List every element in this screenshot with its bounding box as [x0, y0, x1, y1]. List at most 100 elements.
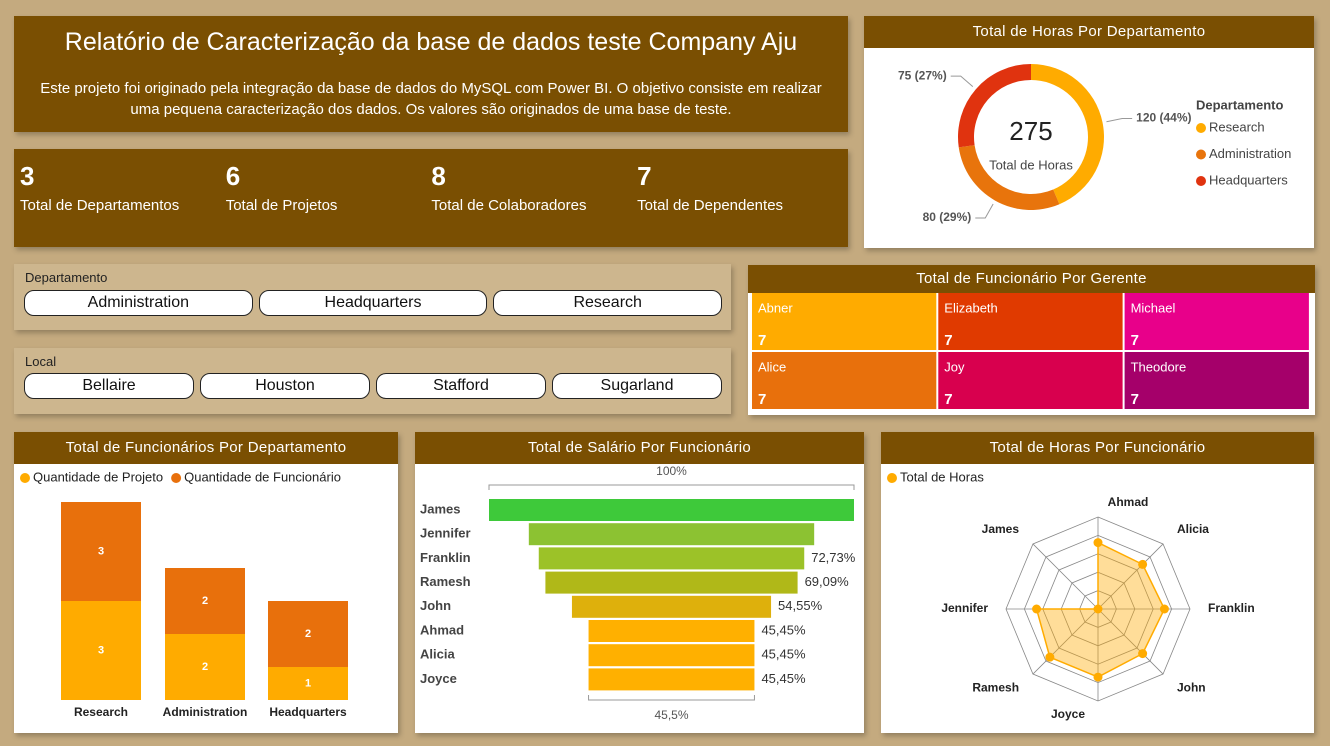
- slicer-option[interactable]: Bellaire: [24, 373, 194, 399]
- category-label: Alicia: [1177, 522, 1209, 536]
- card-title: Total de Funcionários Por Departamento: [14, 432, 398, 464]
- kpi: 3 Total de Departamentos: [20, 161, 179, 214]
- slicer-options: Administration Headquarters Research: [24, 290, 723, 316]
- legend-marker: [1196, 176, 1206, 186]
- category-label: Joyce: [1051, 707, 1085, 721]
- x-tick-label: Headquarters: [269, 705, 347, 719]
- data-label: 45,45%: [761, 622, 806, 637]
- data-label: 75 (27%): [898, 68, 947, 82]
- treemap-tile: [752, 293, 937, 350]
- legend-label: Administration: [1209, 146, 1291, 161]
- card-title: Total de Horas Por Funcionário: [881, 432, 1314, 464]
- slicer-option[interactable]: Administration: [24, 290, 253, 316]
- legend-marker: [20, 473, 30, 483]
- slicer-title: Local: [25, 354, 57, 369]
- x-tick-label: Research: [74, 705, 128, 719]
- tile-value: 7: [944, 391, 952, 408]
- slicer-option[interactable]: Sugarland: [552, 373, 722, 399]
- category-label: Ramesh: [972, 680, 1019, 694]
- kpi-value: 7: [637, 161, 652, 191]
- data-label: 1: [305, 677, 311, 689]
- range-bracket: [488, 484, 855, 490]
- data-label: 54,55%: [778, 598, 823, 613]
- radar-point: [1093, 604, 1103, 614]
- kpi-label: Total de Dependentes: [637, 197, 784, 214]
- category-label: James: [420, 501, 460, 516]
- radar-point: [1045, 652, 1055, 662]
- radar-point: [1093, 538, 1103, 548]
- slicer-option[interactable]: Houston: [200, 373, 370, 399]
- legend-label: Total de Horas: [900, 469, 984, 484]
- data-label: 80 (29%): [923, 210, 972, 224]
- slicer-option[interactable]: Headquarters: [258, 290, 488, 316]
- funnel-bar: [588, 668, 755, 691]
- kpi-value: 3: [20, 161, 35, 191]
- bar-segment: [268, 601, 348, 667]
- category-label: Franklin: [420, 550, 471, 565]
- kpi: 7 Total de Dependentes: [637, 161, 783, 214]
- slicer-option[interactable]: Research: [493, 290, 723, 316]
- funnel-bar: [571, 595, 772, 618]
- data-label: 72,73%: [811, 550, 856, 565]
- legend-label: Headquarters: [1209, 172, 1288, 187]
- slicer-title: Departamento: [25, 270, 108, 285]
- tile-value: 7: [758, 391, 766, 408]
- category-label: Jennifer: [941, 601, 988, 615]
- treemap-tile: [752, 352, 937, 409]
- bar-segment: [61, 502, 141, 601]
- kpi: 8 Total de Colaboradores: [431, 161, 586, 214]
- header: Relatório de Caracterização da base de d…: [14, 16, 848, 132]
- legend-marker: [887, 473, 897, 483]
- x-tick-label: Administration: [163, 705, 248, 719]
- treemap-tile: [938, 293, 1123, 350]
- radar-point: [1032, 604, 1042, 614]
- radar-point: [1138, 559, 1148, 569]
- card-title: Total de Horas Por Departamento: [864, 16, 1314, 48]
- radar-point: [1093, 672, 1103, 682]
- tile-value: 7: [944, 332, 952, 349]
- treemap-tile: [938, 352, 1123, 409]
- description: Este projeto foi originado pela integraç…: [40, 80, 822, 118]
- donut-slice: [958, 64, 1031, 148]
- center-label: Total de Horas: [989, 157, 1073, 172]
- legend-label: Quantidade de Projeto: [33, 469, 163, 484]
- kpi-value: 6: [225, 161, 241, 191]
- tile-value: 7: [1131, 391, 1139, 408]
- radar-axis: [1032, 543, 1099, 610]
- funnel-bar: [545, 571, 798, 594]
- funnel-bar: [528, 523, 815, 546]
- kpi-panel: 3 Total de Departamentos 6 Total de Projeto…: [14, 149, 848, 247]
- category-label: James: [982, 522, 1020, 536]
- tile-label: Abner: [758, 300, 793, 315]
- data-label: 120 (44%): [1136, 111, 1191, 125]
- funnel-bar: [538, 547, 805, 570]
- slicer: Local Bellaire Houston Stafford Sugarland: [14, 348, 731, 414]
- funnel-bar: [588, 620, 755, 642]
- legend-label: Research: [1209, 119, 1265, 134]
- slicer-option[interactable]: Stafford: [376, 373, 546, 399]
- treemap-tile: [1124, 293, 1309, 350]
- category-label: Alicia: [420, 647, 455, 662]
- category-label: Ahmad: [420, 622, 464, 637]
- data-label: 45,45%: [761, 671, 806, 686]
- card-title: Total de Funcionário Por Gerente: [748, 265, 1315, 293]
- data-label: 69,09%: [805, 574, 850, 589]
- bar-segment: [165, 568, 245, 634]
- radar-point: [1138, 649, 1148, 659]
- range-label: 100%: [656, 464, 687, 478]
- kpi-label: Total de Projetos: [225, 197, 338, 214]
- data-label: 2: [202, 595, 208, 607]
- bar-segment: [268, 667, 348, 700]
- legend-marker: [1196, 123, 1206, 133]
- data-label: 2: [202, 661, 208, 673]
- radar-axis: [1032, 608, 1099, 675]
- funnel-bar: [588, 644, 755, 667]
- kpi: 6 Total de Projetos: [226, 161, 338, 214]
- leader-line: [1106, 118, 1133, 123]
- data-label: 3: [98, 545, 104, 557]
- slicer: Departamento Administration Headquarters Re…: [14, 264, 731, 330]
- category-label: John: [420, 598, 451, 613]
- card-title: Total de Salário Por Funcionário: [415, 432, 864, 464]
- range-bracket: [588, 695, 755, 701]
